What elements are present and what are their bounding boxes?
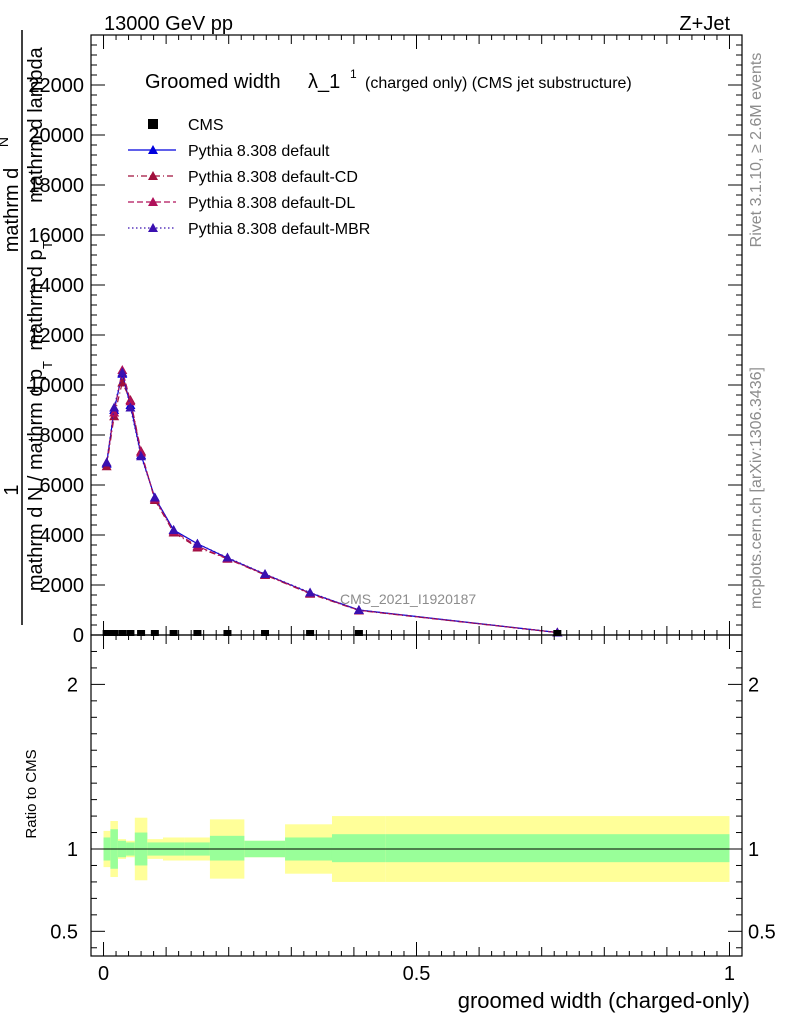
legend-entry: Pythia 8.308 default xyxy=(128,143,330,160)
cms-data-point xyxy=(126,630,135,636)
cms-data-point xyxy=(150,630,159,636)
ylabel-num-b: N xyxy=(0,137,11,147)
ylabel-num-sub: T xyxy=(40,241,55,249)
ratio-y-tick-label: 1 xyxy=(67,839,78,861)
series-point xyxy=(117,367,128,377)
ratio-y-tick-label-right: 0.5 xyxy=(748,921,776,943)
cms-data-point xyxy=(223,630,232,636)
series-line xyxy=(106,373,558,634)
legend-label: Pythia 8.308 default-DL xyxy=(188,195,355,212)
x-tick-label: 0 xyxy=(98,963,109,985)
ylabel-den-sub: T xyxy=(40,361,55,369)
header-left: 13000 GeV pp xyxy=(104,13,233,35)
rivet-label: Rivet 3.1.10, ≥ 2.6M events xyxy=(748,53,765,248)
cms-data-point xyxy=(102,630,111,636)
legend-label: Pythia 8.308 default xyxy=(188,143,330,160)
cms-data-point xyxy=(553,630,562,636)
series-point xyxy=(101,457,112,467)
ratio-ylabel: Ratio to CMS xyxy=(23,749,40,838)
series-point xyxy=(305,587,316,597)
main-y-tick-label: 16000 xyxy=(28,225,84,247)
legend-marker-triangle xyxy=(148,197,158,206)
series-point xyxy=(222,552,233,562)
main-y-tick-label: 18000 xyxy=(28,175,84,197)
x-tick-label: 1 xyxy=(724,963,735,985)
legend-entry: Pythia 8.308 default-MBR xyxy=(128,221,370,238)
series-point xyxy=(192,538,203,548)
cms-data-point xyxy=(110,630,119,636)
main-y-tick-label: 12000 xyxy=(28,325,84,347)
series-point xyxy=(353,605,364,614)
main-y-tick-label: 0 xyxy=(73,625,84,647)
ratio-band-green xyxy=(385,834,730,863)
series-point xyxy=(260,569,271,578)
legend-label: CMS xyxy=(188,117,224,134)
series-point xyxy=(109,407,120,417)
main-ylabel: 1 mathrm d N mathrm d p T mathrm d lambd… xyxy=(0,30,55,625)
title-sup: 1 xyxy=(350,67,357,81)
ratio-y-tick-label-right: 2 xyxy=(748,674,759,696)
legend-marker-triangle xyxy=(148,145,158,154)
series-point xyxy=(125,402,136,412)
main-y-tick-label: 10000 xyxy=(28,375,84,397)
legend-entry: Pythia 8.308 default-DL xyxy=(128,195,355,212)
ylabel-den: mathrm d N / mathrm d p xyxy=(25,369,47,591)
ylabel-num-d: mathrm d lambda xyxy=(25,46,47,202)
series-point xyxy=(136,451,147,461)
cms-data-point xyxy=(261,630,270,636)
analysis-watermark: CMS_2021_I1920187 xyxy=(340,591,476,607)
title-main: Groomed width xyxy=(145,71,281,93)
ylabel-num-a: mathrm d xyxy=(1,168,23,252)
mcplots-label: mcplots.cern.ch [arXiv:1306.3436] xyxy=(748,367,765,609)
cms-data-point xyxy=(306,630,315,636)
header-right: Z+Jet xyxy=(679,13,730,35)
series-line xyxy=(106,369,558,634)
legend-marker-square xyxy=(148,119,158,129)
title-lambda: λ_1 xyxy=(308,71,340,93)
legend-entry: CMS xyxy=(148,117,224,134)
cms-data-point xyxy=(118,630,127,636)
main-y-tick-label: 14000 xyxy=(28,275,84,297)
series-point xyxy=(109,402,120,412)
ratio-y-tick-label-right: 1 xyxy=(748,839,759,861)
ratio-y-tick-label: 0.5 xyxy=(50,921,78,943)
x-tick-label: 0.5 xyxy=(403,963,431,985)
ratio-band-green xyxy=(209,835,245,861)
series-point xyxy=(168,525,179,534)
cms-data-point xyxy=(354,630,363,636)
x-axis-label: groomed width (charged-only) xyxy=(458,988,750,1013)
main-y-tick-label: 20000 xyxy=(28,125,84,147)
main-y-tick-label: 22000 xyxy=(28,75,84,97)
series-line xyxy=(106,372,558,634)
cms-data-point xyxy=(169,630,178,636)
main-y-tick-label: 6000 xyxy=(40,475,85,497)
title-suffix: (charged only) (CMS jet substructure) xyxy=(365,75,632,92)
series-point xyxy=(125,396,136,406)
legend-label: Pythia 8.308 default-CD xyxy=(188,169,358,186)
legend-marker-triangle xyxy=(148,223,158,232)
ratio-y-tick-label: 2 xyxy=(67,674,78,696)
series-line xyxy=(106,380,558,634)
ylabel-one: 1 xyxy=(1,484,23,495)
main-y-tick-label: 8000 xyxy=(40,425,85,447)
series-point xyxy=(149,492,160,502)
main-y-tick-label: 2000 xyxy=(40,575,85,597)
ratio-plot-frame xyxy=(90,634,743,957)
series-point xyxy=(117,377,128,387)
ratio-band-green xyxy=(331,834,386,863)
legend-marker-triangle xyxy=(148,171,158,180)
legend-entry: Pythia 8.308 default-CD xyxy=(128,169,358,186)
plot-title: Groomed width λ_1 1 (charged only) (CMS … xyxy=(145,67,632,93)
main-y-tick-label: 4000 xyxy=(40,525,85,547)
cms-data-point xyxy=(193,630,202,636)
legend-label: Pythia 8.308 default-MBR xyxy=(188,221,370,238)
ylabel-num-c: mathrm d p xyxy=(25,249,47,350)
